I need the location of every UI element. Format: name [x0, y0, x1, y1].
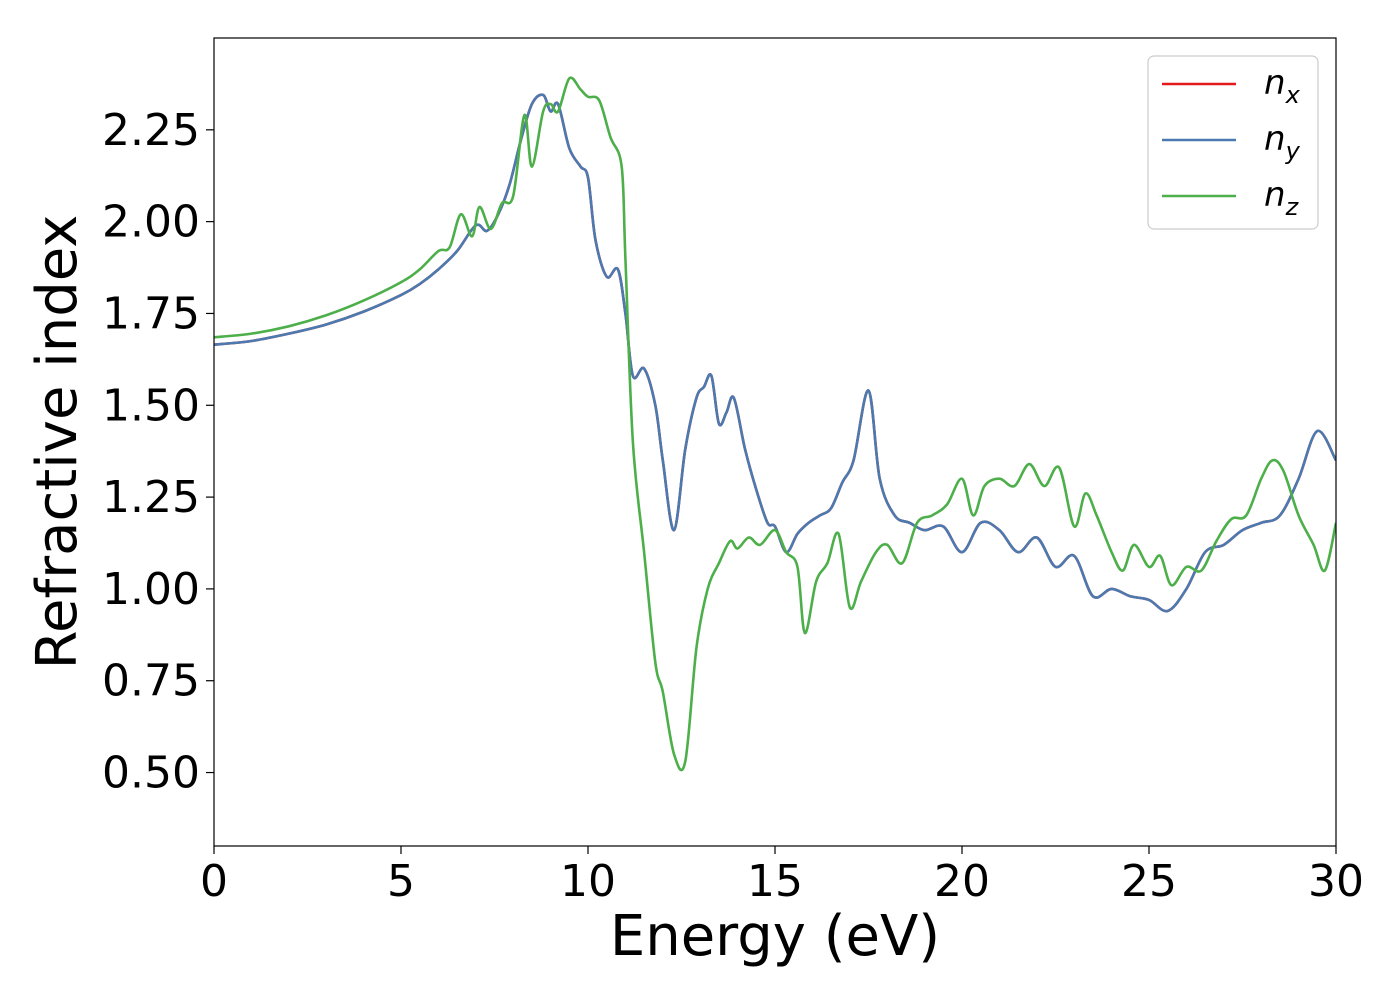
x-tick-label: 0	[200, 856, 228, 907]
legend-label-nz: nz	[1264, 175, 1300, 221]
y-tick-label: 1.00	[102, 564, 200, 615]
x-tick-label: 30	[1308, 856, 1364, 907]
x-tick-label: 15	[747, 856, 803, 907]
y-tick-label: 0.75	[102, 656, 200, 707]
y-tick-label: 2.00	[102, 197, 200, 248]
legend-box	[1147, 55, 1319, 230]
y-tick-label: 0.50	[102, 748, 200, 799]
y-tick-label: 1.75	[102, 288, 200, 339]
y-axis: 0.50 0.75 1.00 1.25 1.50 1.75 2.00 2.25	[102, 105, 214, 799]
legend: nx ny nz	[1147, 55, 1319, 230]
x-tick-label: 10	[560, 856, 616, 907]
series-line-ny	[214, 93, 1336, 613]
x-axis-title: Energy (eV)	[610, 904, 940, 969]
x-tick-label: 5	[387, 856, 415, 907]
y-tick-label: 2.25	[102, 105, 200, 156]
y-axis-title: Refractive index	[25, 215, 90, 670]
y-tick-label: 1.50	[102, 380, 200, 431]
x-axis: 0 5 10 15 20 25 30	[200, 846, 1364, 907]
series-line-nz	[214, 76, 1336, 772]
legend-label-ny: ny	[1264, 119, 1301, 165]
series-lines	[214, 76, 1336, 772]
x-tick-label: 25	[1121, 856, 1177, 907]
x-tick-label: 20	[934, 856, 990, 907]
y-tick-label: 1.25	[102, 472, 200, 523]
legend-label-nx: nx	[1264, 63, 1301, 109]
